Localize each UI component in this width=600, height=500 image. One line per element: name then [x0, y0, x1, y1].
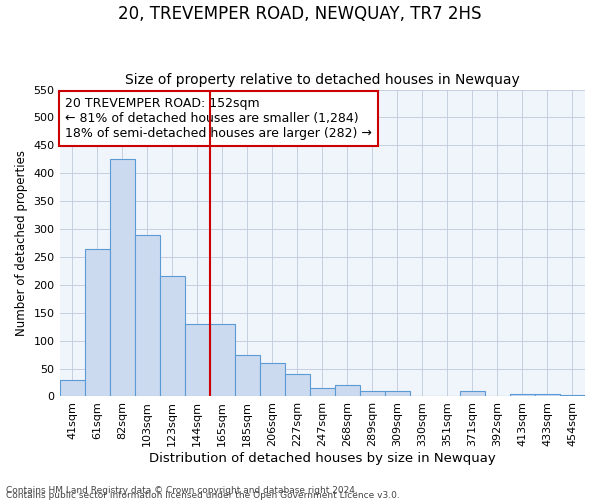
- Bar: [209, 324, 235, 396]
- Bar: [160, 276, 185, 396]
- Bar: [110, 160, 134, 396]
- Bar: [260, 363, 285, 396]
- Text: 20 TREVEMPER ROAD: 152sqm
← 81% of detached houses are smaller (1,284)
18% of se: 20 TREVEMPER ROAD: 152sqm ← 81% of detac…: [65, 97, 371, 140]
- Bar: [59, 380, 85, 396]
- Bar: [360, 391, 385, 396]
- X-axis label: Distribution of detached houses by size in Newquay: Distribution of detached houses by size …: [149, 452, 496, 465]
- Bar: [285, 374, 310, 396]
- Text: Contains HM Land Registry data © Crown copyright and database right 2024.: Contains HM Land Registry data © Crown c…: [6, 486, 358, 495]
- Y-axis label: Number of detached properties: Number of detached properties: [15, 150, 28, 336]
- Bar: [560, 395, 585, 396]
- Bar: [535, 394, 560, 396]
- Bar: [235, 354, 260, 397]
- Text: 20, TREVEMPER ROAD, NEWQUAY, TR7 2HS: 20, TREVEMPER ROAD, NEWQUAY, TR7 2HS: [118, 5, 482, 23]
- Bar: [385, 391, 410, 396]
- Bar: [85, 248, 110, 396]
- Bar: [460, 391, 485, 396]
- Title: Size of property relative to detached houses in Newquay: Size of property relative to detached ho…: [125, 73, 520, 87]
- Bar: [185, 324, 209, 396]
- Bar: [510, 394, 535, 396]
- Bar: [335, 386, 360, 396]
- Bar: [310, 388, 335, 396]
- Text: Contains public sector information licensed under the Open Government Licence v3: Contains public sector information licen…: [6, 491, 400, 500]
- Bar: [134, 234, 160, 396]
